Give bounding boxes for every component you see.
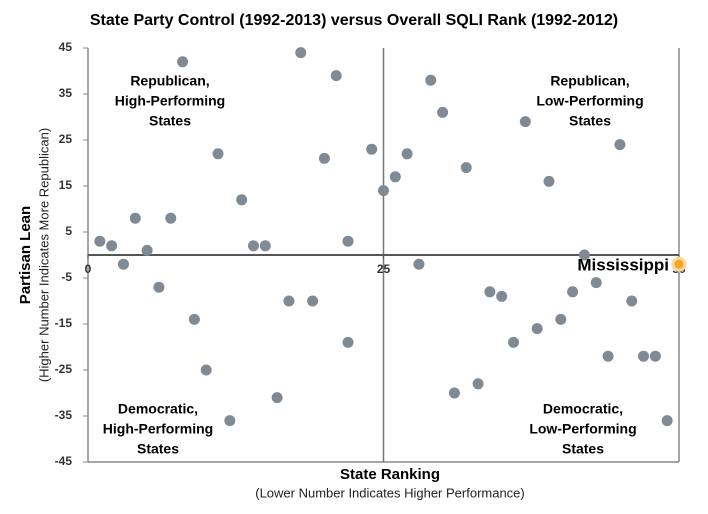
y-tick-label: -15	[55, 316, 73, 330]
point	[378, 185, 389, 197]
point	[307, 295, 319, 307]
y-tick-label: 5	[65, 224, 72, 238]
y-tick-label: 15	[59, 178, 73, 192]
quadrant-label: States	[569, 113, 611, 129]
y-tick-label: 35	[59, 86, 73, 100]
point	[106, 240, 118, 252]
point	[342, 336, 354, 348]
point	[129, 212, 141, 224]
point	[330, 70, 342, 82]
y-axis-title: Partisan Lean	[17, 206, 34, 304]
point	[519, 116, 531, 128]
chart-title: State Party Control (1992-2013) versus O…	[90, 12, 618, 29]
point	[177, 56, 189, 68]
y-tick-label: -35	[55, 408, 73, 422]
point	[437, 106, 449, 118]
point	[626, 295, 638, 307]
point	[236, 194, 248, 206]
point	[649, 350, 661, 362]
point	[578, 249, 590, 261]
quadrant-label: Low-Performing	[529, 421, 636, 437]
point	[318, 152, 330, 164]
quadrant-label: High-Performing	[115, 93, 225, 109]
point	[259, 240, 271, 252]
quadrant-label: Low-Performing	[536, 93, 643, 109]
point	[614, 139, 626, 151]
point	[165, 212, 177, 224]
point	[567, 286, 579, 298]
y-tick-label: 45	[59, 40, 73, 54]
point	[543, 175, 555, 187]
y-tick-label: -45	[55, 454, 73, 468]
point	[460, 162, 472, 174]
point	[94, 235, 106, 247]
point	[212, 148, 224, 160]
point	[271, 392, 283, 404]
quadrant-label: Democratic,	[543, 401, 623, 417]
point	[555, 313, 567, 325]
point	[401, 148, 413, 160]
highlight-label: Mississippi	[577, 256, 669, 275]
y-tick-label: -5	[61, 270, 72, 284]
point	[389, 171, 401, 183]
x-axis-title: State Ranking	[340, 466, 440, 483]
point	[496, 290, 508, 302]
point	[366, 143, 378, 155]
point	[224, 415, 236, 427]
point	[484, 286, 496, 298]
point	[283, 295, 295, 307]
point	[590, 277, 602, 289]
point	[508, 336, 520, 348]
point	[117, 258, 129, 270]
point	[661, 415, 673, 427]
quadrant-label: Republican,	[130, 73, 209, 89]
point	[448, 387, 460, 399]
y-axis-subtitle: (Higher Number Indicates More Republican…	[36, 128, 51, 382]
point	[153, 281, 165, 293]
point	[531, 323, 543, 335]
highlight-point	[671, 256, 687, 272]
quadrant-label: Republican,	[550, 73, 629, 89]
point	[295, 47, 307, 59]
y-tick-label: -25	[55, 362, 73, 376]
quadrant-label: High-Performing	[103, 421, 213, 437]
quadrant-label: States	[137, 441, 179, 457]
quadrant-label: States	[149, 113, 191, 129]
quadrant-label: Democratic,	[118, 401, 198, 417]
x-tick-label: 25	[377, 262, 391, 276]
x-tick-label: 0	[85, 262, 92, 276]
y-tick-label: 25	[59, 132, 73, 146]
quadrant-label: States	[562, 441, 604, 457]
point	[188, 313, 200, 325]
point	[602, 350, 614, 362]
point	[342, 235, 354, 247]
x-axis-subtitle: (Lower Number Indicates Higher Performan…	[255, 485, 525, 500]
point	[200, 364, 212, 376]
point	[413, 258, 425, 270]
point	[247, 240, 259, 252]
point	[425, 74, 437, 86]
point	[472, 378, 484, 390]
point	[141, 244, 153, 256]
point	[638, 350, 650, 362]
